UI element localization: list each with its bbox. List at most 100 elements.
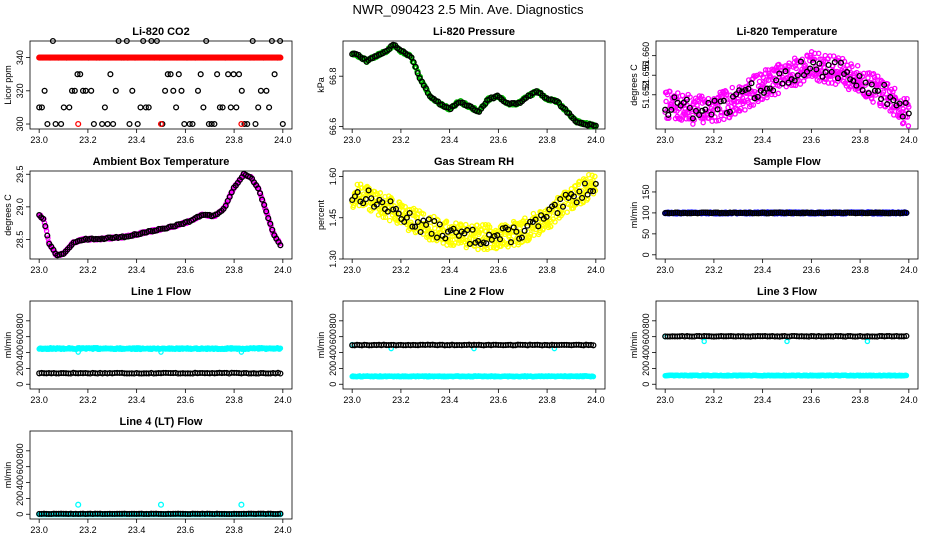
y-tick-label: 51.652 — [641, 81, 651, 109]
y-tick-label: 200 — [15, 491, 25, 506]
x-tick-label: 23.0 — [656, 395, 674, 405]
data-point — [849, 63, 855, 70]
x-tick-label: 23.4 — [128, 135, 146, 145]
data-point — [756, 78, 763, 85]
x-tick-label: 23.8 — [851, 265, 869, 275]
data-point — [189, 120, 196, 128]
y-axis-label: Licor ppm — [3, 65, 13, 105]
data-point — [564, 209, 570, 215]
data-point — [40, 215, 47, 222]
data-point — [720, 97, 727, 104]
plot-frame — [29, 430, 293, 520]
y-tick-label: 200 — [15, 361, 25, 376]
data-point — [701, 338, 707, 345]
data-point — [36, 104, 43, 111]
data-point — [763, 85, 771, 92]
data-point — [162, 87, 169, 94]
y-tick-label: 0 — [641, 252, 651, 257]
x-tick-label: 23.2 — [392, 265, 410, 275]
data-point — [745, 85, 752, 92]
y-axis-label: kPa — [316, 77, 326, 93]
data-point — [732, 111, 738, 117]
data-point — [748, 80, 755, 87]
data-point — [700, 119, 706, 126]
data-point — [662, 106, 669, 113]
data-point — [702, 106, 709, 113]
x-tick-label: 24.0 — [900, 135, 918, 145]
x-tick-label: 23.0 — [343, 395, 361, 405]
plot-frame — [342, 170, 606, 260]
data-point — [876, 81, 882, 87]
data-point — [853, 82, 860, 89]
data-point — [474, 222, 480, 228]
data-point — [178, 87, 185, 94]
data-point — [718, 112, 724, 119]
y-tick-label: 400 — [641, 345, 651, 360]
x-tick-label: 23.4 — [441, 265, 459, 275]
data-point — [244, 120, 251, 128]
data-point — [678, 117, 685, 123]
data-point — [868, 81, 875, 88]
data-point — [167, 71, 174, 78]
y-axis-label: ml/min — [629, 202, 639, 229]
data-point — [770, 87, 777, 94]
x-tick-label: 23.8 — [538, 395, 556, 405]
x-tick-label: 24.0 — [587, 395, 605, 405]
x-tick-label: 24.0 — [274, 525, 292, 535]
data-point — [794, 77, 800, 84]
data-point — [422, 85, 429, 92]
data-point — [241, 120, 248, 128]
data-point — [82, 87, 89, 94]
y-tick-label: 100 — [641, 205, 651, 220]
data-point — [679, 92, 686, 99]
data-point — [723, 89, 729, 95]
data-point — [279, 120, 286, 128]
data-point — [186, 120, 193, 128]
x-tick-label: 23.8 — [225, 525, 243, 535]
data-point — [696, 111, 703, 119]
y-tick-label: 600 — [15, 329, 25, 344]
data-point — [847, 76, 854, 83]
x-tick-label: 23.4 — [128, 525, 146, 535]
data-point — [233, 104, 240, 111]
y-tick-label: 28.5 — [15, 231, 25, 249]
data-point — [887, 94, 894, 101]
data-point — [197, 71, 204, 78]
data-point — [900, 119, 907, 126]
x-tick-label: 23.8 — [225, 395, 243, 405]
data-point — [794, 72, 801, 79]
data-point — [222, 202, 229, 209]
data-point — [238, 501, 245, 508]
x-tick-label: 23.8 — [851, 395, 869, 405]
data-point — [350, 202, 357, 209]
data-point — [668, 100, 675, 106]
data-point — [105, 234, 112, 241]
y-tick-label: 0 — [15, 382, 25, 387]
x-tick-label: 24.0 — [900, 395, 918, 405]
data-point — [677, 102, 684, 109]
data-point — [41, 87, 48, 94]
data-point — [711, 97, 718, 104]
y-tick-label: 0 — [641, 382, 651, 387]
data-point — [747, 94, 753, 101]
x-tick-label: 23.0 — [30, 525, 48, 535]
x-tick-label: 23.2 — [392, 395, 410, 405]
data-point — [902, 114, 909, 120]
data-point — [859, 87, 866, 94]
data-point — [88, 87, 95, 94]
series-black — [36, 37, 286, 128]
series-black — [662, 332, 910, 340]
data-point — [271, 71, 278, 78]
y-tick-label: 800 — [641, 313, 651, 328]
data-point — [79, 87, 87, 94]
data-point — [721, 116, 727, 123]
data-point — [834, 75, 841, 82]
data-point — [786, 60, 792, 66]
data-point — [785, 79, 792, 86]
y-tick-label: 600 — [641, 329, 651, 344]
data-point — [75, 120, 82, 128]
data-point — [666, 115, 672, 121]
